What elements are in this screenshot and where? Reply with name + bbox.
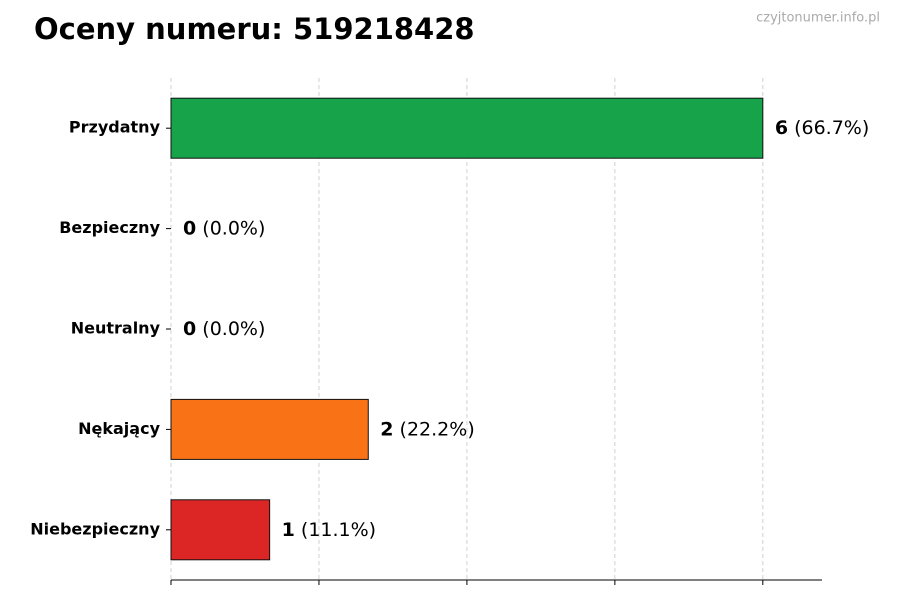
bar <box>170 398 369 460</box>
y-tick-label: Neutralny <box>71 319 161 338</box>
y-tick-label: Przydatny <box>69 118 161 137</box>
value-percent: (22.2%) <box>400 418 475 440</box>
chart-title: Oceny numeru: 519218428 <box>34 12 475 46</box>
bar <box>170 97 764 159</box>
value-count: 1 <box>282 518 295 540</box>
value-label: 6 (66.7%) <box>775 117 869 139</box>
value-label: 2 (22.2%) <box>380 418 474 440</box>
value-count: 0 <box>183 318 196 340</box>
y-tick-label: Niebezpieczny <box>30 519 160 538</box>
value-label: 0 (0.0%) <box>183 318 265 340</box>
value-percent: (0.0%) <box>202 318 265 340</box>
y-tick-label: Nękający <box>78 419 160 438</box>
value-count: 6 <box>775 117 788 139</box>
value-count: 2 <box>380 418 393 440</box>
y-tick-label: Bezpieczny <box>59 218 160 237</box>
bar <box>170 499 271 561</box>
value-label: 1 (11.1%) <box>282 518 376 540</box>
watermark: czyjtonumer.info.pl <box>756 11 880 26</box>
value-percent: (66.7%) <box>794 117 869 139</box>
value-count: 0 <box>183 217 196 239</box>
value-percent: (0.0%) <box>202 217 265 239</box>
value-percent: (11.1%) <box>301 518 376 540</box>
value-label: 0 (0.0%) <box>183 217 265 239</box>
